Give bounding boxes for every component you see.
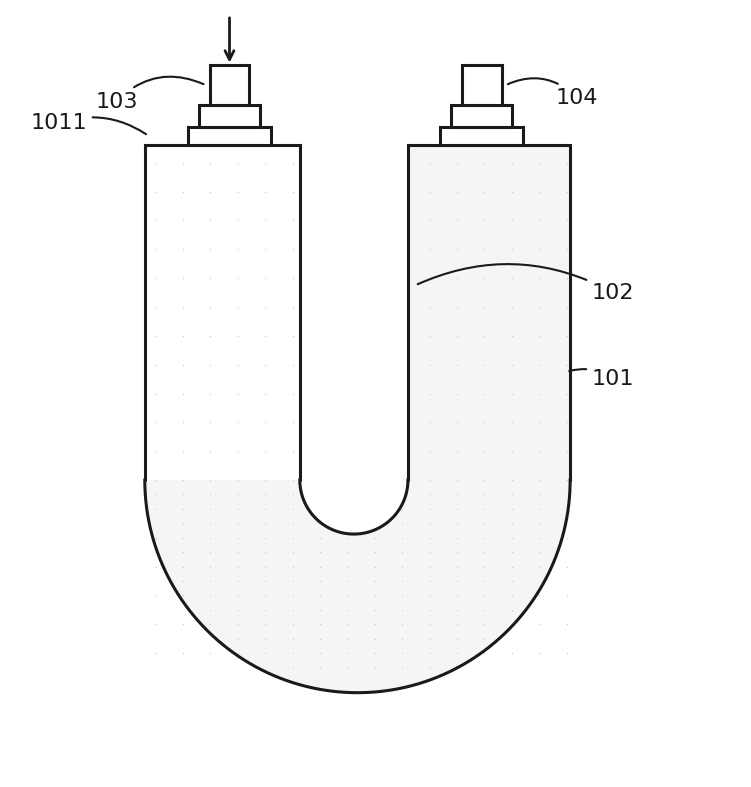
Bar [451, 105, 512, 127]
Bar [440, 127, 523, 145]
Text: 104: 104 [508, 78, 599, 108]
Text: 1011: 1011 [31, 113, 146, 135]
Bar [210, 65, 249, 105]
Polygon shape [145, 145, 570, 693]
Text: 103: 103 [95, 76, 204, 112]
Text: 101: 101 [569, 369, 635, 389]
Bar [462, 65, 502, 105]
Text: 102: 102 [418, 264, 635, 302]
Bar [188, 127, 271, 145]
Bar [199, 105, 260, 127]
